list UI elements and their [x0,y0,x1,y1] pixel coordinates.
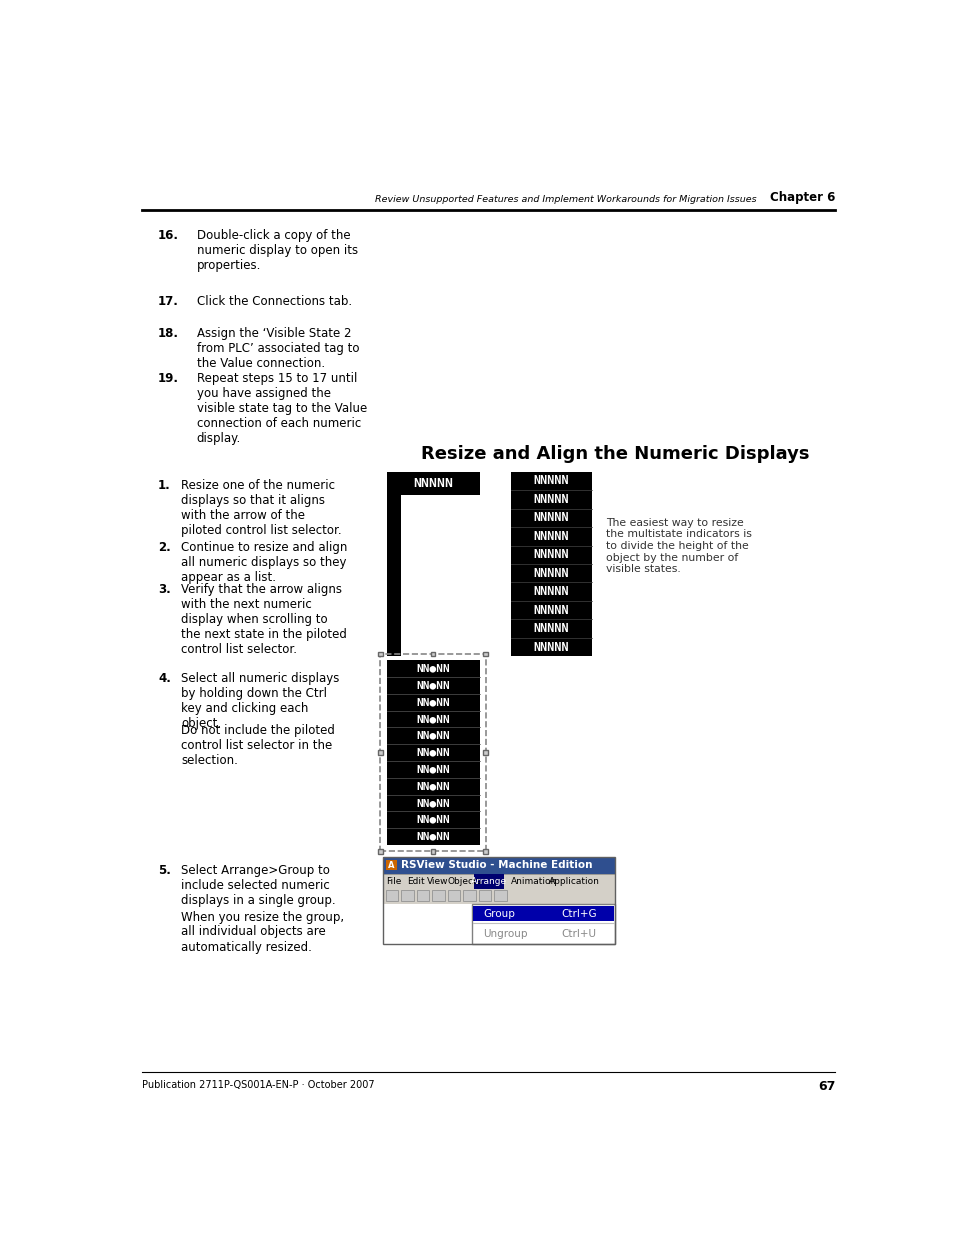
Text: NNNNN: NNNNN [533,474,569,488]
Text: NN●NN: NN●NN [416,731,450,741]
Text: Review Unsupported Features and Implement Workarounds for Migration Issues: Review Unsupported Features and Implemen… [375,195,756,204]
Text: NNNNN: NNNNN [413,477,453,489]
Text: Arrange: Arrange [471,877,506,885]
Bar [416,890,429,902]
Text: NNNNN: NNNNN [533,493,569,506]
Bar [431,652,435,656]
Text: Animation: Animation [510,877,557,885]
Polygon shape [497,475,510,490]
Text: File: File [386,877,401,885]
Bar [382,873,615,889]
Text: Application: Application [549,877,599,885]
Text: NN●NN: NN●NN [416,798,450,808]
Text: A: A [388,861,395,869]
Text: NNNNN: NNNNN [533,641,569,653]
Text: RSView Studio - Machine Edition: RSView Studio - Machine Edition [401,860,592,871]
Text: Publication 2711P-QS001A-EN-P · October 2007: Publication 2711P-QS001A-EN-P · October … [142,1079,375,1091]
Text: NN●NN: NN●NN [416,663,450,673]
Text: Edit: Edit [407,877,425,885]
Bar [483,751,488,755]
Bar [510,472,592,656]
Text: 5.: 5. [158,864,171,877]
Bar [377,652,382,656]
Text: NN●NN: NN●NN [416,747,450,757]
Text: Select all numeric displays
by holding down the Ctrl
key and clicking each
objec: Select all numeric displays by holding d… [181,672,339,730]
Text: 18.: 18. [158,327,179,340]
Text: The easiest way to resize
the multistate indicators is
to divide the height of t: The easiest way to resize the multistate… [605,517,751,574]
Text: When you resize the group,
all individual objects are
automatically resized.: When you resize the group, all individua… [181,910,344,953]
Bar [385,890,397,902]
Text: NNNNN: NNNNN [533,511,569,525]
Text: Do not include the piloted
control list selector in the
selection.: Do not include the piloted control list … [181,724,335,767]
Bar [474,873,503,889]
Bar [386,495,400,656]
Text: Click the Connections tab.: Click the Connections tab. [196,294,352,308]
Text: 2.: 2. [158,541,171,555]
Bar [401,890,414,902]
Text: 16.: 16. [158,228,179,242]
Bar [463,890,476,902]
Text: NN●NN: NN●NN [416,764,450,774]
Bar [377,751,382,755]
Text: NN●NN: NN●NN [416,698,450,708]
Bar [382,857,615,945]
Text: NNNNN: NNNNN [533,530,569,542]
Text: NNNNN: NNNNN [533,622,569,635]
Text: Objects: Objects [447,877,481,885]
Bar [380,655,485,851]
Bar [483,848,488,853]
Text: Ctrl+G: Ctrl+G [560,909,596,919]
Text: 67: 67 [817,1079,835,1093]
Bar [382,857,615,873]
Bar [377,848,382,853]
Text: 4.: 4. [158,672,171,684]
Text: Verify that the arrow aligns
with the next numeric
display when scrolling to
the: Verify that the arrow aligns with the ne… [181,583,347,656]
Text: Ungroup: Ungroup [483,929,527,939]
Text: NN●NN: NN●NN [416,680,450,690]
Text: 3.: 3. [158,583,171,597]
Bar [494,890,506,902]
Text: 17.: 17. [158,294,178,308]
Bar [386,661,479,845]
Text: Assign the ‘Visible State 2
from PLC’ associated tag to
the Value connection.: Assign the ‘Visible State 2 from PLC’ as… [196,327,359,369]
Bar [431,848,435,853]
Bar [472,904,615,945]
Text: NN●NN: NN●NN [416,831,450,841]
Text: Resize and Align the Numeric Displays: Resize and Align the Numeric Displays [421,445,809,463]
Text: Resize one of the numeric
displays so that it aligns
with the arrow of the
pilot: Resize one of the numeric displays so th… [181,479,341,537]
Text: 19.: 19. [158,372,179,384]
Bar [447,890,459,902]
Text: NNNNN: NNNNN [533,585,569,598]
Text: NNNNN: NNNNN [533,548,569,561]
Text: Double-click a copy of the
numeric display to open its
properties.: Double-click a copy of the numeric displ… [196,228,357,272]
Text: Repeat steps 15 to 17 until
you have assigned the
visible state tag to the Value: Repeat steps 15 to 17 until you have ass… [196,372,367,445]
Text: NN●NN: NN●NN [416,714,450,724]
Bar [382,889,615,904]
Bar [483,652,488,656]
Text: 1.: 1. [158,479,171,493]
Text: NN●NN: NN●NN [416,782,450,792]
Text: Group: Group [483,909,515,919]
Text: NNNNN: NNNNN [533,604,569,616]
Text: Continue to resize and align
all numeric displays so they
appear as a list.: Continue to resize and align all numeric… [181,541,347,584]
Text: Ctrl+U: Ctrl+U [560,929,596,939]
Text: View: View [427,877,448,885]
Bar [382,873,615,889]
Bar [385,860,396,871]
Bar [432,890,444,902]
Text: NN●NN: NN●NN [416,815,450,825]
Text: Select Arrange>Group to
include selected numeric
displays in a single group.: Select Arrange>Group to include selected… [181,864,335,908]
Bar [478,890,491,902]
Polygon shape [375,475,386,490]
Text: NNNNN: NNNNN [533,567,569,579]
Bar [472,906,614,921]
Text: Chapter 6: Chapter 6 [769,190,835,204]
Bar [386,472,479,495]
